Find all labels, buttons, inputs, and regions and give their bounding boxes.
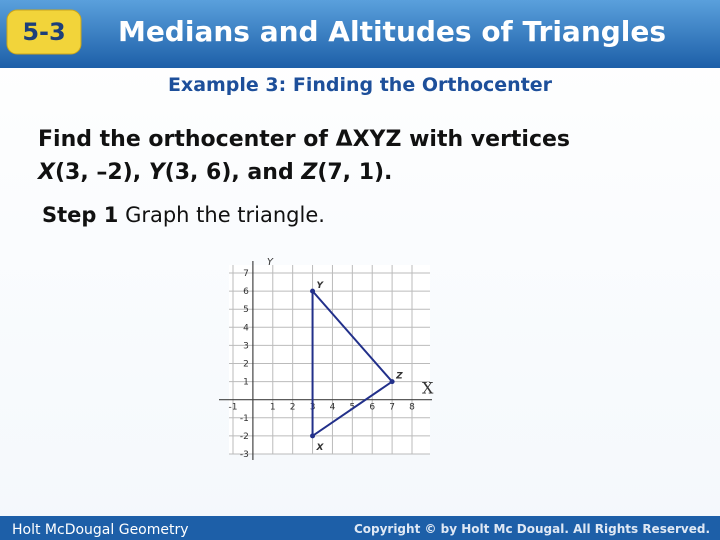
- grid-area: [229, 265, 430, 454]
- footer-bar: [0, 516, 720, 540]
- x-tick-label: 4: [330, 403, 336, 413]
- x-tick-label: -1: [229, 403, 238, 413]
- step: Step 1 Graph the triangle.: [42, 203, 325, 227]
- vertex-label: Z: [395, 372, 403, 382]
- step-label: Step 1: [42, 203, 118, 227]
- x-tick-label: 6: [369, 403, 375, 413]
- vertex-label: Y: [317, 281, 325, 291]
- y-tick-label: 3: [243, 341, 249, 351]
- x-tick-label: 2: [290, 403, 296, 413]
- footer-left: Holt McDougal Geometry: [12, 522, 189, 538]
- vertex-label: X: [316, 443, 325, 453]
- vertex: [310, 288, 316, 294]
- header-title: Medians and Altitudes of Triangles: [118, 15, 666, 48]
- badge-box: [6, 9, 82, 55]
- problem-line: Find the orthocenter of ΔXYZ with vertic…: [38, 127, 570, 152]
- header-bar: [0, 0, 720, 68]
- vertex: [310, 433, 316, 439]
- coords: (7, 1).: [317, 160, 392, 185]
- y-tick-label: -3: [240, 450, 249, 460]
- vertex-name: X: [36, 160, 56, 185]
- y-tick-label: -2: [240, 432, 249, 442]
- problem-line: X(3, –2), Y(3, 6), and Z(7, 1).: [36, 160, 392, 185]
- vertex: [389, 379, 395, 385]
- x-tick-label: 7: [389, 403, 395, 413]
- step-text: Graph the triangle.: [125, 203, 325, 227]
- subtitle: Example 3: Finding the Orthocenter: [168, 74, 553, 96]
- triangle: [311, 288, 394, 438]
- footer-right: Copyright © by Holt Mc Dougal. All Right…: [354, 522, 710, 536]
- y-tick-label: 5: [243, 305, 249, 315]
- x-axis-label: X: [422, 379, 434, 398]
- vertex-name: Z: [300, 160, 318, 185]
- coords: (3, –2),: [55, 160, 149, 185]
- y-tick-label: 2: [243, 360, 249, 370]
- x-tick-label: 1: [270, 403, 276, 413]
- y-axis-label: Y: [267, 257, 274, 268]
- y-tick-label: 1: [243, 378, 249, 388]
- x-tick-label: 8: [409, 403, 415, 413]
- y-tick-label: 7: [243, 269, 249, 279]
- vertex-name: Y: [149, 160, 167, 185]
- coords: (3, 6), and: [165, 160, 302, 185]
- y-tick-label: 4: [243, 323, 249, 333]
- y-tick-label: 6: [243, 287, 249, 297]
- y-tick-label: -1: [240, 414, 249, 424]
- badge: 5-3: [22, 18, 65, 46]
